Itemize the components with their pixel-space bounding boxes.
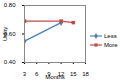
svg-text:0.40: 0.40 (4, 59, 16, 65)
html-text:More: More (104, 41, 118, 48)
svg-text:3: 3 (23, 71, 27, 77)
svg-text:0.60: 0.60 (3, 30, 16, 37)
svg-text:0.80: 0.80 (4, 2, 16, 8)
svg-text:6: 6 (35, 71, 39, 77)
svg-text:15: 15 (70, 71, 77, 77)
svg-text:Months: Months (45, 74, 65, 80)
html-text:Less: Less (104, 32, 117, 39)
svg-text:Utility: Utility (2, 27, 8, 42)
svg-text:18: 18 (82, 71, 89, 77)
